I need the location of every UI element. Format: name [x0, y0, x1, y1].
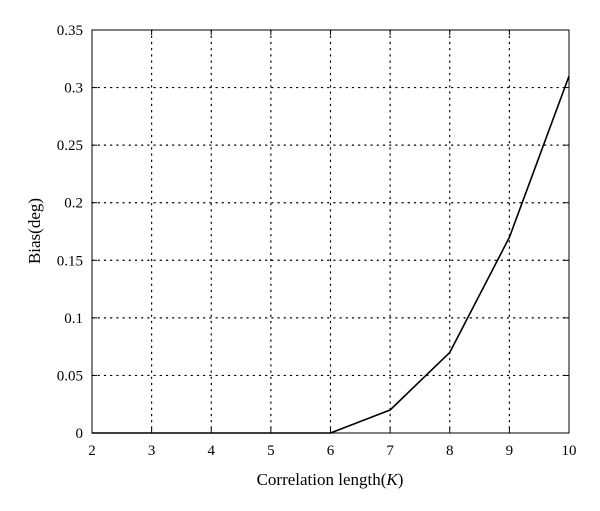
x-axis-label: Correlation length(K)	[257, 470, 404, 489]
x-axis-label-suffix: )	[398, 470, 404, 489]
axis-ticks	[91, 29, 570, 434]
y-tick-label: 0.1	[64, 311, 83, 327]
x-tick-label: 2	[88, 443, 96, 459]
x-axis-label-variable: K	[385, 470, 399, 489]
x-tick-label: 8	[446, 443, 454, 459]
y-tick-label: 0.25	[57, 138, 83, 154]
y-tick-label: 0	[76, 426, 84, 442]
x-tick-label: 4	[208, 443, 216, 459]
y-tick-label: 0.35	[57, 23, 83, 39]
x-tick-label: 6	[327, 443, 335, 459]
y-tick-label: 0.3	[64, 81, 83, 97]
x-tick-labels: 2 3 4 5 6 7 8 9 10	[88, 443, 576, 459]
y-tick-label: 0.05	[57, 368, 83, 384]
x-tick-label: 3	[148, 443, 156, 459]
x-axis-label-text: Correlation length(	[257, 470, 387, 489]
x-tick-label: 10	[562, 443, 577, 459]
y-tick-label: 0.15	[57, 253, 83, 269]
grid-lines	[91, 29, 570, 434]
y-axis-label: Bias(deg)	[25, 198, 44, 264]
x-tick-label: 9	[506, 443, 514, 459]
x-tick-label: 7	[386, 443, 394, 459]
y-tick-labels: 0 0.05 0.1 0.15 0.2 0.25 0.3 0.35	[57, 23, 83, 442]
x-tick-label: 5	[267, 443, 275, 459]
y-tick-label: 0.2	[64, 196, 83, 212]
